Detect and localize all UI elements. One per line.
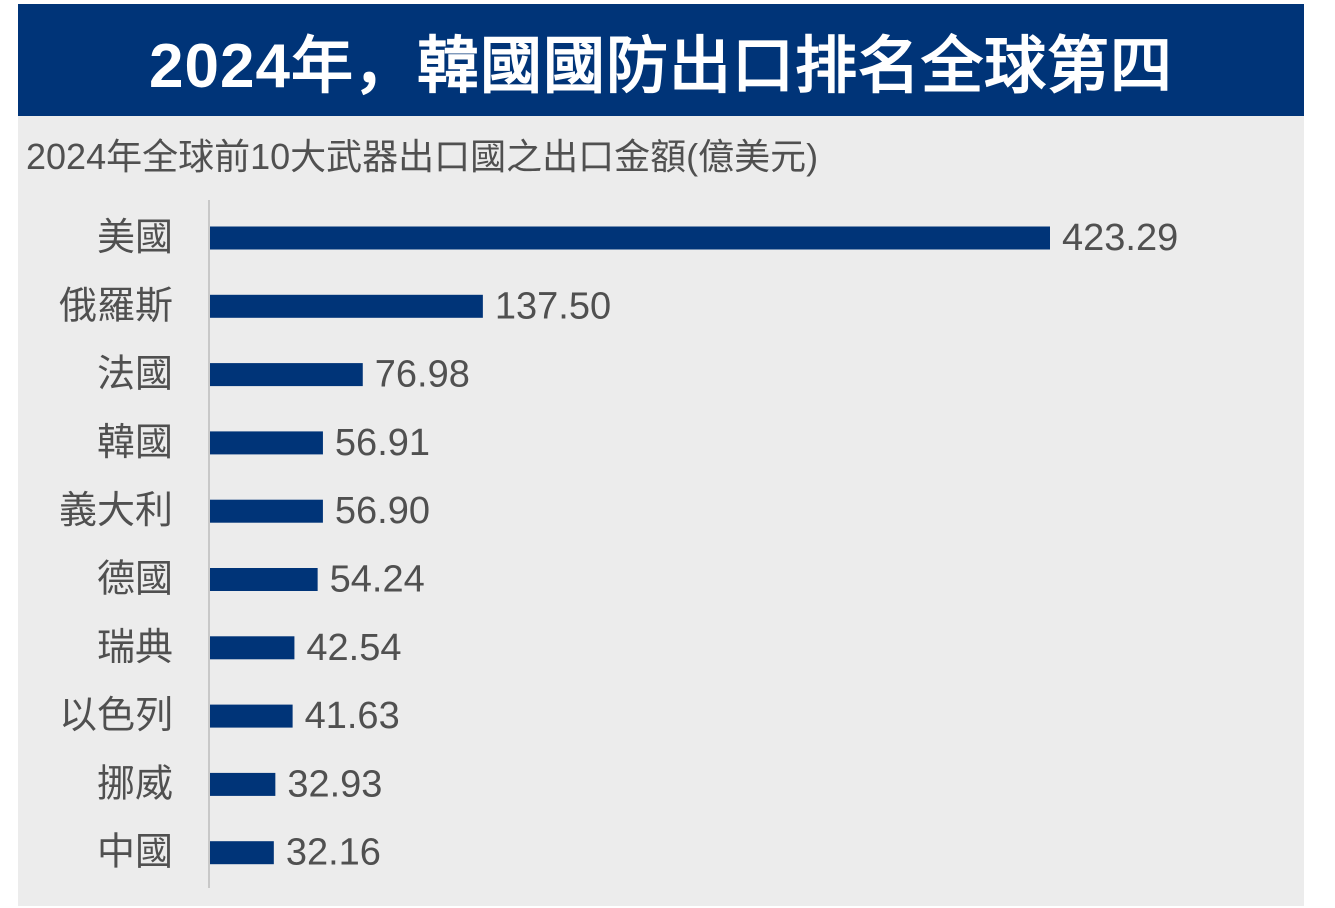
category-label: 美國	[97, 217, 173, 259]
bar	[210, 704, 293, 728]
title-banner: 2024年，韓國國防出口排名全球第四	[18, 4, 1304, 116]
category-label: 俄羅斯	[59, 285, 173, 327]
data-label: 54.24	[330, 559, 425, 601]
category-label: 韓國	[97, 422, 173, 464]
bar	[210, 568, 318, 591]
bar	[210, 294, 483, 318]
data-label: 42.54	[306, 627, 401, 669]
chart-panel: 2024年，韓國國防出口排名全球第四 2024年全球前10大武器出口國之出口金額…	[18, 4, 1304, 906]
data-label: 56.91	[335, 422, 430, 464]
data-label: 76.98	[375, 354, 470, 396]
category-label: 義大利	[59, 490, 173, 532]
category-label: 挪威	[97, 763, 173, 805]
data-label: 32.93	[287, 763, 382, 805]
data-label: 137.50	[495, 285, 611, 327]
data-label: 41.63	[305, 695, 400, 737]
bar	[210, 499, 323, 523]
data-label: 56.90	[335, 490, 430, 532]
data-label: 32.16	[286, 832, 381, 874]
category-label: 以色列	[59, 695, 173, 737]
bar	[210, 226, 1050, 250]
bar-chart: 美國 423.29 俄羅斯 137.50 法國 76.98 韓國 56.91 義大利 56.90 德…	[59, 200, 1178, 888]
bar	[210, 363, 363, 387]
data-label: 423.29	[1062, 217, 1178, 259]
bar	[210, 636, 295, 660]
bar	[210, 772, 276, 796]
category-label: 瑞典	[97, 627, 173, 669]
category-label: 德國	[97, 559, 173, 601]
page-title: 2024年，韓國國防出口排名全球第四	[149, 32, 1173, 101]
category-label: 法國	[97, 354, 173, 396]
bar	[210, 431, 323, 455]
chart-title: 2024年全球前10大武器出口國之出口金額(億美元)	[26, 136, 819, 177]
bar	[210, 841, 274, 865]
category-label: 中國	[97, 832, 173, 874]
